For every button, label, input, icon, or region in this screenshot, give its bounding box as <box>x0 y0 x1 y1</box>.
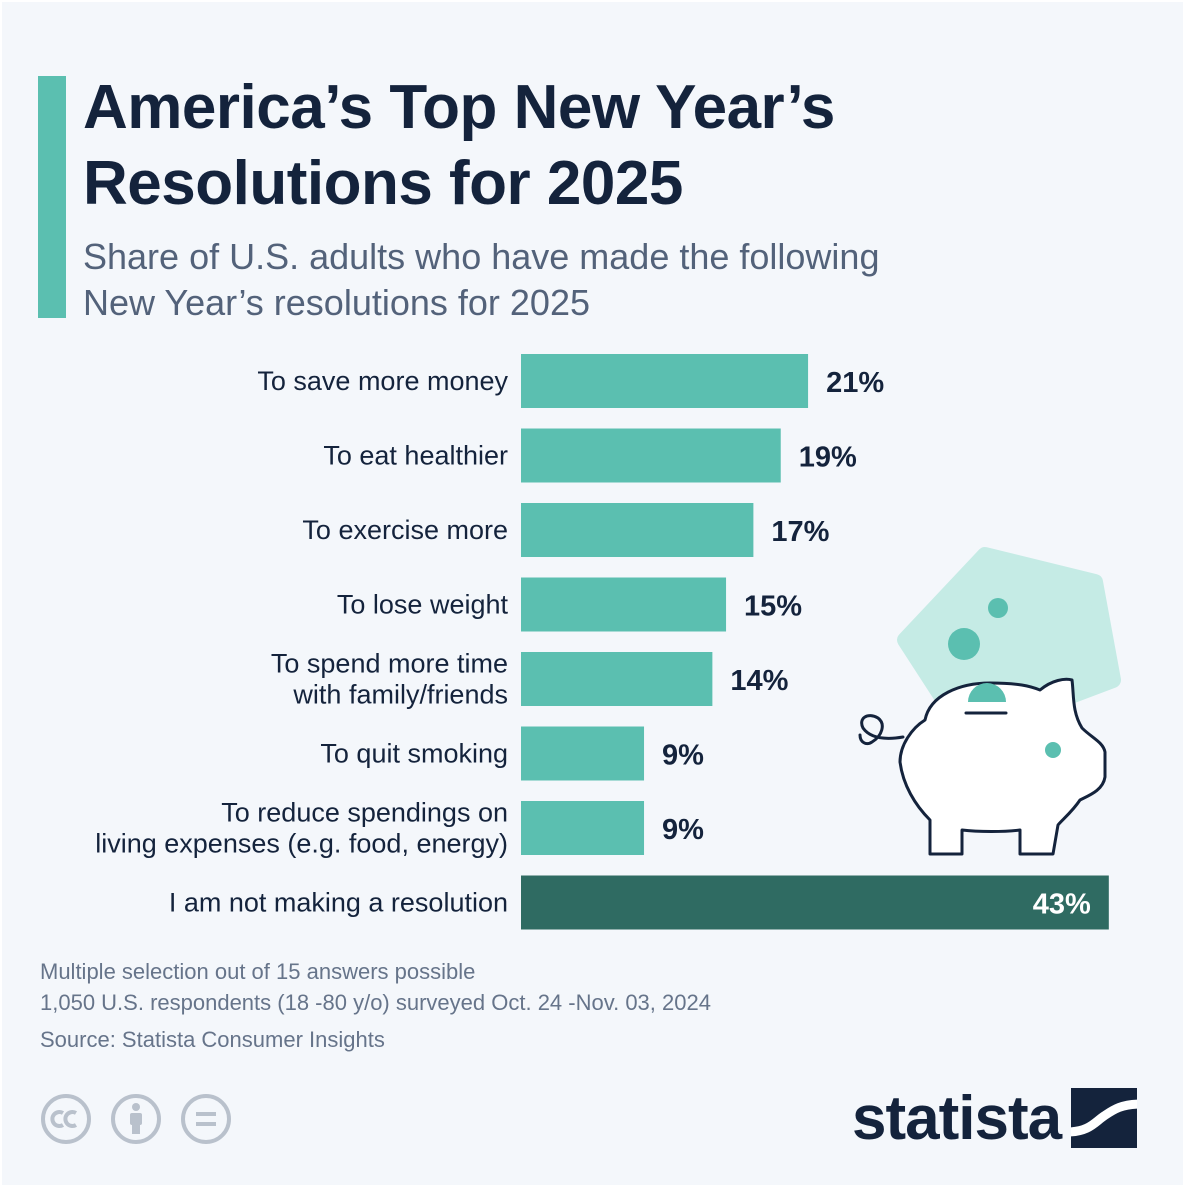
footnote-selection: Multiple selection out of 15 answers pos… <box>40 959 476 984</box>
category-label-2: To exercise more <box>302 515 508 545</box>
bar-6 <box>521 801 645 855</box>
category-label-4: To spend more time with family/friends <box>271 649 508 710</box>
value-label-5: 9% <box>662 740 704 772</box>
value-label-1: 19% <box>799 442 857 474</box>
coin-medium <box>948 628 980 660</box>
category-label-6: To reduce spendings on living expenses (e… <box>95 798 508 859</box>
bar-3 <box>521 577 727 632</box>
category-label-0: To save more money <box>257 366 508 396</box>
bars: To save more money 21% To eat healthier 19%… <box>95 354 1109 930</box>
statista-logo-icon <box>1071 1088 1138 1148</box>
bar-1 <box>521 428 781 483</box>
category-label-1: To eat healthier <box>323 441 508 471</box>
chart-title: America’s Top New Year’s Resolutions for… <box>83 73 835 218</box>
source-note: Source: Statista Consumer Insights <box>40 1027 385 1052</box>
value-label-3: 15% <box>744 591 802 623</box>
bar-4 <box>521 652 713 706</box>
piggy-bank-eye <box>1045 742 1061 758</box>
chart-subtitle: Share of U.S. adults who have made the f… <box>83 236 880 323</box>
category-label-7: I am not making a resolution <box>169 888 508 918</box>
bar-5 <box>521 726 645 781</box>
value-label-4: 14% <box>730 665 788 697</box>
value-label-7: 43% <box>1033 889 1091 921</box>
value-label-6: 9% <box>662 814 704 846</box>
nd-equals-icon[interactable] <box>180 1093 232 1145</box>
value-label-0: 21% <box>826 367 884 399</box>
by-person-icon[interactable] <box>110 1093 162 1145</box>
category-label-5: To quit smoking <box>320 739 508 769</box>
piggy-bank-body <box>898 677 1107 856</box>
bar-2 <box>521 503 754 557</box>
bar-7 <box>521 875 1109 930</box>
statista-brand[interactable]: statista <box>852 1083 1138 1153</box>
piggy-bank-tail <box>858 714 905 746</box>
statista-wordmark: statista <box>852 1083 1062 1153</box>
coin-in-slot <box>968 683 1006 702</box>
title-accent-bar <box>38 76 66 318</box>
piggy-bank-icon <box>858 547 1121 856</box>
footnote-survey: 1,050 U.S. respondents (18 -80 y/o) surv… <box>40 990 711 1015</box>
coin-small <box>988 598 1008 618</box>
bar-0 <box>521 354 809 408</box>
cc-icon[interactable] <box>40 1093 92 1145</box>
value-label-2: 17% <box>771 516 829 548</box>
category-label-3: To lose weight <box>337 590 509 620</box>
